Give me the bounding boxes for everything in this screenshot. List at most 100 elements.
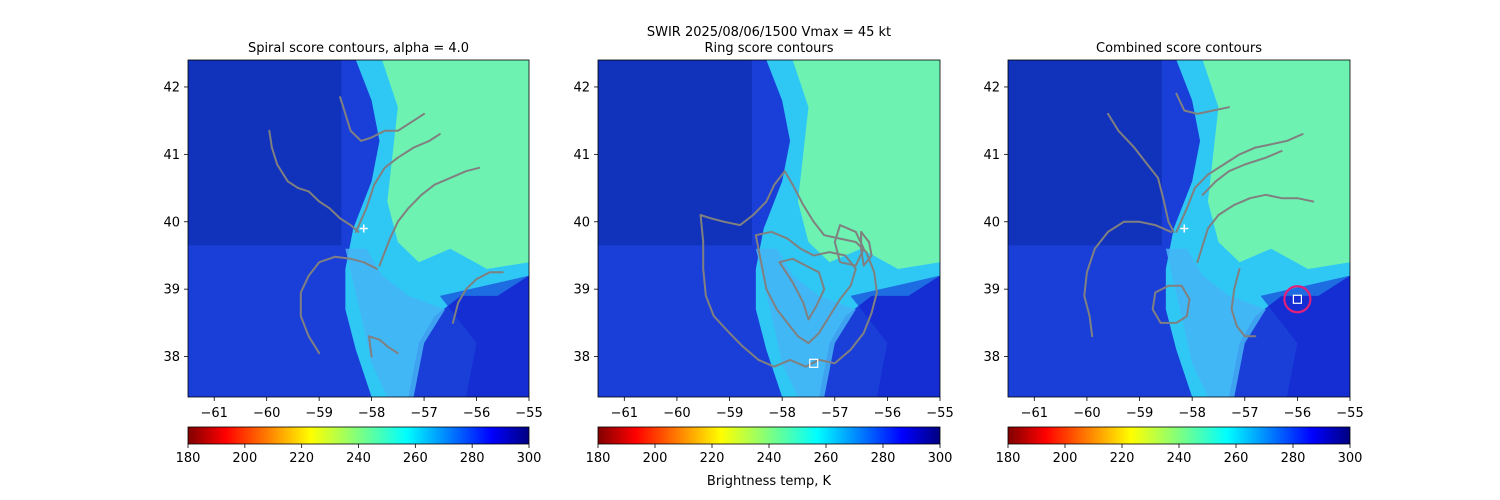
y-tick-label: 40: [983, 215, 1000, 230]
score-contour: [368, 335, 399, 358]
colorbar-tick-label: 220: [289, 451, 314, 466]
colorbar-tick-label: 240: [757, 451, 782, 466]
panel-title: Spiral score contours, alpha = 4.0: [248, 41, 469, 56]
y-tick-label: 38: [163, 350, 180, 365]
score-contour: [778, 257, 826, 321]
colorbar-label: Brightness temp, K: [707, 474, 832, 489]
center-plus-marker: [359, 224, 368, 233]
x-tick-label: −58: [1178, 406, 1205, 421]
score-contour: [1196, 193, 1315, 264]
x-tick-label: −56: [874, 406, 901, 421]
score-contour: [699, 170, 878, 368]
x-tick-label: −57: [1231, 406, 1258, 421]
colorbar-tick-label: 200: [643, 451, 668, 466]
x-tick-label: −61: [1021, 406, 1048, 421]
score-contour: [1175, 133, 1304, 233]
x-tick-label: −60: [663, 406, 690, 421]
x-tick-label: −56: [463, 406, 490, 421]
x-tick-label: −55: [1336, 406, 1363, 421]
highlight-ring-marker: [1283, 285, 1312, 314]
score-contour: [860, 230, 873, 267]
score-contour: [299, 255, 378, 355]
colorbar-tick-label: 200: [1053, 451, 1078, 466]
colorbar: [597, 426, 941, 445]
x-tick-label: −57: [821, 406, 848, 421]
x-tick-label: −59: [305, 406, 332, 421]
panel-3: Combined score contours −61 −60 −59 −58 −57 −5…: [983, 41, 1363, 466]
x-tick-label: −56: [1284, 406, 1311, 421]
colorbar-tick-label: 180: [996, 451, 1021, 466]
x-tick-label: −60: [253, 406, 280, 421]
score-contour: [1083, 220, 1173, 338]
colorbar-tick-label: 180: [176, 451, 201, 466]
colorbar-tick-label: 300: [517, 451, 542, 466]
score-contour: [1230, 267, 1257, 338]
colorbar-tick-label: 280: [1281, 451, 1306, 466]
colorbar-tick-label: 300: [928, 451, 953, 466]
axes-frame: [187, 59, 530, 398]
x-tick-label: −55: [926, 406, 953, 421]
x-tick-label: −58: [358, 406, 385, 421]
score-contour: [833, 224, 865, 267]
colorbar: [187, 426, 530, 445]
brightness-temp-image: [1008, 60, 1350, 397]
panel-title: Combined score contours: [1096, 41, 1262, 56]
score-contour: [1151, 284, 1191, 324]
colorbar-tick-label: 260: [814, 451, 839, 466]
x-tick-label: −59: [716, 406, 743, 421]
axes-frame: [597, 59, 941, 398]
brightness-temp-image: [598, 60, 940, 397]
y-tick-label: 38: [983, 350, 1000, 365]
x-tick-label: −60: [1073, 406, 1100, 421]
figure-suptitle: SWIR 2025/08/06/1500 Vmax = 45 kt: [647, 25, 891, 40]
x-tick-label: −57: [410, 406, 437, 421]
colorbar-tick-label: 240: [1167, 451, 1192, 466]
panel-2: Ring score contours −61 −60 −59 −58 −57 −56 −55…: [573, 41, 953, 466]
y-tick-label: 42: [163, 80, 180, 95]
y-tick-label: 40: [163, 215, 180, 230]
score-contour: [268, 129, 360, 233]
colorbar-tick-label: 280: [460, 451, 485, 466]
colorbar: [1007, 426, 1351, 445]
score-contour: [1107, 112, 1175, 233]
y-tick-label: 40: [573, 215, 590, 230]
colorbar-tick-label: 180: [586, 451, 611, 466]
score-contour: [451, 271, 504, 324]
highlight-square-marker: [1292, 294, 1302, 304]
y-tick-label: 38: [573, 350, 590, 365]
colorbar-tick-label: 300: [1338, 451, 1363, 466]
y-tick-label: 41: [573, 148, 590, 163]
y-tick-label: 39: [573, 283, 590, 298]
colorbar-tick-label: 260: [1224, 451, 1249, 466]
y-tick-label: 41: [983, 148, 1000, 163]
colorbar-tick-label: 200: [232, 451, 257, 466]
brightness-temp-image: [188, 60, 529, 397]
center-plus-marker: [1180, 224, 1189, 233]
colorbar-tick-label: 240: [346, 451, 371, 466]
y-tick-label: 42: [573, 80, 590, 95]
panel-title: Ring score contours: [704, 41, 833, 56]
colorbar-tick-label: 280: [871, 451, 896, 466]
colorbar-tick-label: 260: [403, 451, 428, 466]
axes-frame: [1007, 59, 1351, 398]
score-contour: [354, 133, 441, 233]
colorbar-tick-label: 220: [1110, 451, 1135, 466]
x-tick-label: −61: [201, 406, 228, 421]
score-contour: [1175, 92, 1230, 115]
center-square-marker: [809, 358, 819, 368]
y-tick-label: 39: [983, 283, 1000, 298]
score-contour: [378, 166, 481, 267]
score-contour: [339, 96, 426, 142]
x-tick-label: −55: [515, 406, 542, 421]
y-tick-label: 39: [163, 283, 180, 298]
y-tick-label: 42: [983, 80, 1000, 95]
x-tick-label: −58: [768, 406, 795, 421]
y-tick-label: 41: [163, 148, 180, 163]
x-tick-label: −59: [1126, 406, 1153, 421]
colorbar-tick-label: 220: [700, 451, 725, 466]
panel-1: Spiral score contours, alpha = 4.0 −61 −60…: [163, 41, 542, 466]
x-tick-label: −61: [611, 406, 638, 421]
score-contour: [754, 230, 857, 345]
score-contour: [1201, 150, 1283, 196]
